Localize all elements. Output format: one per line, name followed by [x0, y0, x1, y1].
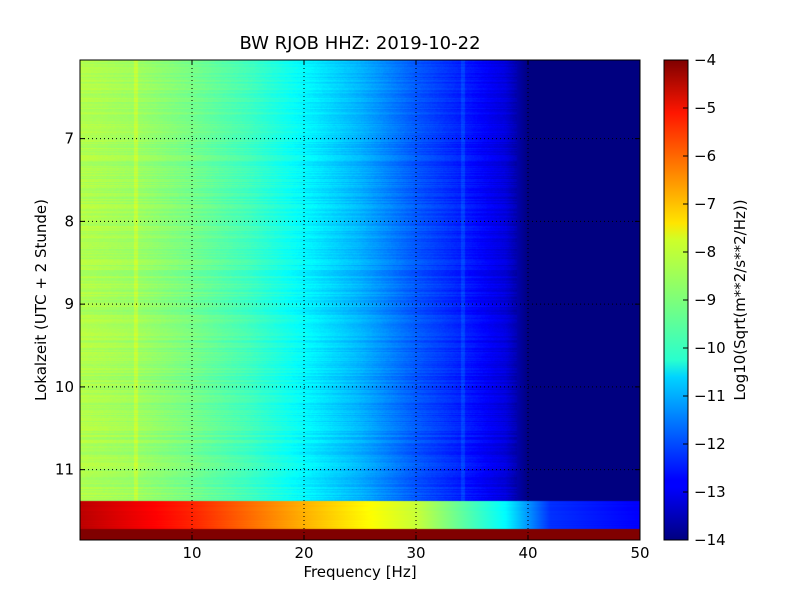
colorbar-label: Log10(Sqrt(m**2/s**2/Hz)) — [731, 199, 749, 400]
y-tick-label: 7 — [64, 130, 74, 148]
plot-frame — [79, 59, 641, 541]
colorbar-tick-label: −13 — [694, 483, 726, 501]
x-tick-label: 30 — [406, 544, 425, 562]
colorbar-tick-label: −9 — [694, 291, 716, 309]
x-tick-label: 50 — [630, 544, 649, 562]
spectrogram-heatmap — [80, 60, 640, 540]
x-axis-label: Frequency [Hz] — [303, 563, 416, 581]
colorbar-tick-label: −5 — [694, 99, 716, 117]
colorbar-tick-label: −12 — [694, 435, 726, 453]
x-tick-label: 10 — [182, 544, 201, 562]
colorbar-tick-label: −14 — [694, 531, 726, 549]
y-tick-label: 8 — [64, 212, 74, 230]
y-axis-label: Lokalzeit (UTC + 2 Stunde) — [32, 199, 50, 401]
x-axis: 10 20 30 40 50 — [182, 60, 650, 562]
x-tick-label: 40 — [518, 544, 537, 562]
y-axis: 7 8 9 10 11 — [55, 130, 640, 479]
heatmap-image — [80, 60, 640, 540]
y-tick-label: 11 — [55, 461, 74, 479]
colorbar-tick-label: −7 — [694, 195, 716, 213]
y-tick-label: 10 — [55, 378, 74, 396]
colorbar-tick-label: −4 — [694, 51, 716, 69]
y-tick-label: 9 — [64, 295, 74, 313]
x-tick-label: 20 — [294, 544, 313, 562]
colorbar-ticks: −4 −5 −6 −7 −8 −9 −10 −11 −12 −13 −14 — [683, 51, 726, 549]
colorbar-tick-label: −6 — [694, 147, 716, 165]
colorbar-tick-label: −10 — [694, 339, 726, 357]
colorbar-tick-label: −8 — [694, 243, 716, 261]
colorbar-tick-label: −11 — [694, 387, 726, 405]
chart-title: BW RJOB HHZ: 2019-10-22 — [239, 33, 480, 54]
grid-lines — [80, 60, 640, 540]
